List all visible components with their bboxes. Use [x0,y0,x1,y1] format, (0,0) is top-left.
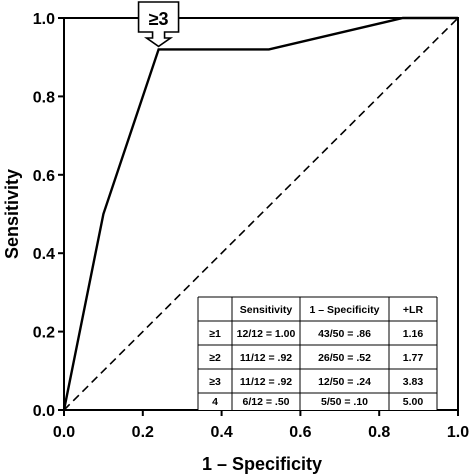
table-background [198,297,437,410]
annotation-layer: ≥3 [137,1,180,48]
summary-table: Sensitivity 1 – Specificity +LR ≥1 12/12 = 1… [197,296,438,410]
table-cell: 5.00 [403,396,424,408]
callout-box [137,1,180,48]
table-cell: 26/50 = .52 [318,352,371,364]
y-tick-label: 0.8 [33,89,55,106]
table-cell: ≥2 [209,352,221,364]
y-axis-title: Sensitivity [2,169,22,259]
roc-curve [62,16,458,411]
table-cell: 4 [212,396,218,408]
series-layer [62,16,459,411]
table-cell: ≥1 [209,328,221,340]
x-tick-label: 0.2 [132,424,154,441]
x-tick-label: 0.6 [289,424,311,441]
x-tick-label: 0.0 [53,424,75,441]
table-cell: 11/12 = .92 [240,376,292,388]
x-tick-label: 0.8 [368,424,390,441]
diagonal-reference-line [63,17,459,411]
y-tick-label: 0.2 [33,325,55,342]
table-cell: 3.83 [403,376,424,388]
y-tick-label: 0.6 [33,168,55,185]
table-cell: 43/50 = .86 [318,328,371,340]
table-cell: 12/50 = .24 [318,376,371,388]
table-header-cell: 1 – Specificity [309,304,379,316]
table-cell: 5/50 = .10 [321,396,368,408]
callout-ge3: ≥3 [137,1,180,48]
table-header-cell: +LR [403,304,424,316]
table-header-cell: Sensitivity [240,304,293,316]
table-cell: 1.16 [403,328,424,340]
table-cell: ≥3 [209,376,221,388]
table-cell: 11/12 = .92 [240,352,292,364]
table-cell: 6/12 = .50 [243,396,290,408]
y-tick-label: 0.4 [33,246,55,263]
y-tick-label: 0.0 [33,403,55,420]
callout-label: ≥3 [149,9,169,29]
tick-labels: 0.0 0.2 0.4 0.6 0.8 1.0 0.0 0.2 0.4 0.6 0.8 1.0 [33,11,469,441]
x-axis-title: 1 – Specificity [202,454,322,474]
x-tick-label: 1.0 [447,424,469,441]
table-cell: 12/12 = 1.00 [237,328,296,340]
table-cell: 1.77 [403,352,424,364]
y-tick-label: 1.0 [33,11,55,28]
x-tick-label: 0.4 [210,424,232,441]
